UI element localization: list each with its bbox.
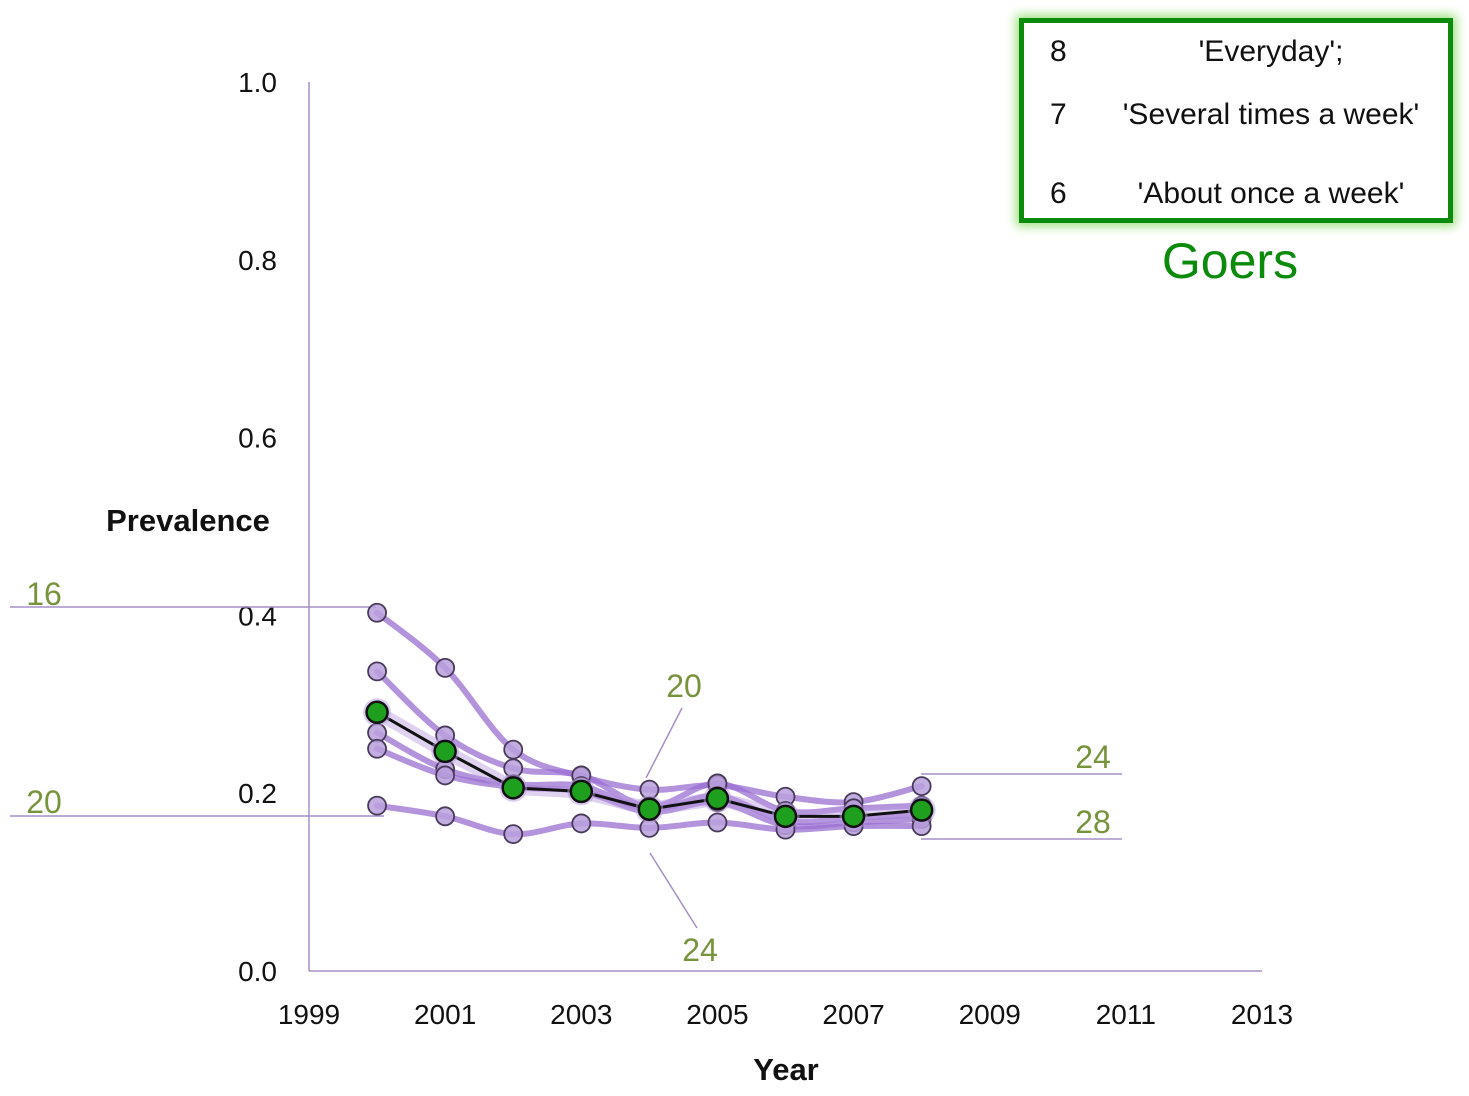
legend-label: 'Everyday'; — [1198, 35, 1344, 68]
series-average — [363, 698, 936, 831]
y-tick-label: 0.4 — [238, 600, 277, 631]
y-axis-title: Prevalence — [106, 503, 270, 538]
series-average-point — [433, 739, 457, 764]
series-point — [367, 661, 387, 682]
x-tick-label: 2001 — [414, 999, 476, 1030]
series-point — [435, 765, 456, 786]
legend-label: 'Several times a week' — [1122, 98, 1420, 131]
x-tick-label: 2009 — [959, 999, 1021, 1030]
y-tick-labels: 0.0 0.2 0.4 0.6 0.8 1.0 — [238, 67, 277, 987]
annotation-label-28-right: 28 — [1075, 804, 1111, 840]
series-point — [571, 813, 592, 834]
annotation-leader-24-mid — [649, 852, 698, 929]
y-tick-label: 0.2 — [238, 778, 277, 809]
series-average-point — [705, 786, 730, 811]
series-average-point — [909, 798, 934, 822]
series-layer — [363, 602, 936, 844]
x-tick-label: 2003 — [550, 999, 612, 1030]
series-point — [435, 657, 456, 678]
x-tick-label: 1999 — [278, 999, 340, 1030]
annotation-label-20-left: 20 — [26, 784, 62, 820]
series-average-point — [637, 797, 662, 821]
series-point — [367, 795, 387, 816]
series-average-point — [841, 804, 866, 829]
series-point — [435, 806, 456, 827]
x-tick-label: 2013 — [1231, 999, 1293, 1030]
annotation-label-20-mid: 20 — [666, 668, 702, 704]
series-average-point — [501, 776, 525, 800]
series-average-point — [569, 779, 594, 804]
y-tick-label: 0.6 — [238, 423, 277, 454]
annotation-label-24-mid: 24 — [682, 932, 718, 968]
x-tick-labels: 1999 2001 2003 2005 2007 2009 2011 2013 — [278, 999, 1293, 1030]
series-point — [367, 602, 387, 623]
annotation-label-24-right: 24 — [1075, 739, 1111, 775]
x-tick-label: 2007 — [822, 999, 884, 1030]
legend-title: Goers — [1161, 233, 1299, 289]
series-point — [503, 824, 524, 844]
legend-code: 7 — [1050, 98, 1067, 131]
annotation-leader-20-mid — [645, 707, 683, 779]
legend-row-everyday: 8 'Everyday'; — [1024, 35, 1448, 75]
legend-label: 'About once a week' — [1137, 177, 1405, 210]
x-axis-title: Year — [753, 1052, 819, 1087]
series-average-point — [365, 700, 389, 725]
legend-box: 8 'Everyday'; 7 'Several times a week' 6… — [1019, 18, 1453, 223]
series-point — [367, 738, 387, 759]
legend-row-about-once-a-week: 6 'About once a week' — [1024, 177, 1448, 217]
x-tick-label: 2011 — [1096, 999, 1156, 1030]
series-average-point — [773, 804, 798, 829]
legend-row-several-times-a-week: 7 'Several times a week' — [1024, 98, 1448, 138]
annotation-label-16: 16 — [26, 576, 62, 612]
series-point — [503, 739, 524, 760]
series-point — [707, 812, 728, 833]
legend-code: 8 — [1050, 35, 1067, 68]
series-point — [911, 776, 932, 796]
y-tick-label: 1.0 — [238, 67, 277, 98]
y-tick-label: 0.8 — [238, 245, 277, 276]
legend-code: 6 — [1050, 177, 1067, 210]
x-tick-label: 2005 — [686, 999, 748, 1030]
y-tick-label: 0.0 — [238, 956, 277, 987]
